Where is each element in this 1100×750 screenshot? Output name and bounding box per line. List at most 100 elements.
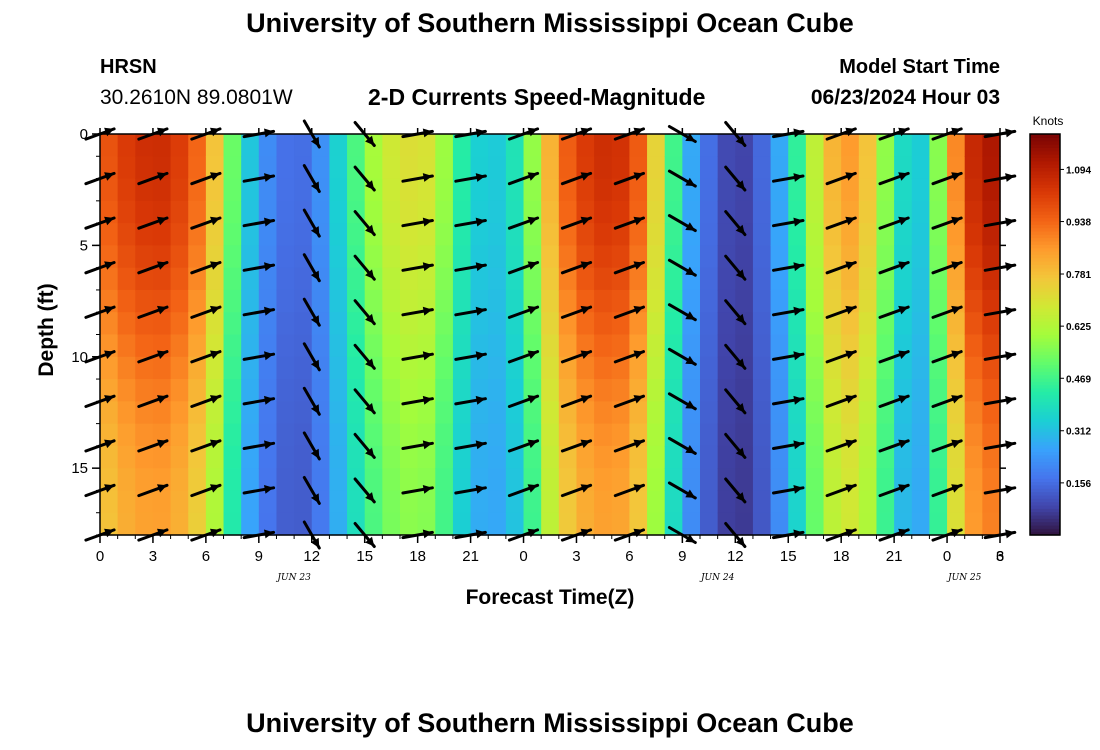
heatmap-cell [223,245,242,269]
heatmap-cell [170,267,189,291]
arrow-head [793,306,803,316]
arrow-head [685,400,696,409]
heatmap-cell [452,401,472,425]
arrow-head [104,395,115,404]
colorbar-segment [1030,197,1060,202]
heatmap-cell [858,401,878,425]
colorbar-segment [1030,438,1060,443]
station-name: HRSN [100,56,157,78]
heatmap-cell [752,401,772,425]
current-arrow [507,394,540,408]
arrow-head [422,306,433,316]
arrow-head [475,529,486,539]
heatmap-cell [223,401,242,425]
heatmap-cell [858,178,878,202]
heatmap-cell [258,134,278,157]
heatmap-cell [117,223,136,246]
current-arrow [454,395,487,406]
heatmap-cell [823,468,842,492]
current-arrow [454,217,487,228]
heatmap-cell [470,312,489,336]
heatmap-cell [823,156,842,180]
heatmap-cell [858,289,878,313]
colorbar-segment [1030,180,1060,185]
colorbar-segment [1030,394,1060,399]
heatmap-cell [594,223,613,246]
heatmap-cell [205,356,225,380]
heatmap-cell [505,379,525,402]
heatmap-cell [382,200,401,224]
heatmap-cell [752,156,772,180]
current-arrow [560,439,593,453]
heatmap-cell [488,423,507,447]
heatmap-cell [788,267,807,291]
arrow-head [1005,128,1015,138]
heatmap-cell [205,134,225,157]
heatmap-cell [858,134,878,157]
heatmap-cell [894,356,913,380]
current-arrow [878,394,910,408]
heatmap-cell [347,223,366,246]
heatmap-cell [594,356,613,380]
heatmap-cell [805,468,825,492]
heatmap-cell [258,356,278,380]
colorbar-segment [1030,247,1060,252]
heatmap-cell [752,289,772,313]
arrow-head [365,313,375,324]
arrow-head [157,350,167,359]
current-arrow [507,216,540,230]
y-tick-label: 10 [71,349,88,366]
heatmap-cell [805,334,825,358]
heatmap-cell [329,289,348,313]
colorbar-segment [1030,361,1060,366]
colorbar-segment [1030,134,1060,138]
current-arrow [454,440,487,450]
heatmap-cell [258,334,278,358]
heatmap-cell [752,200,772,224]
arrow-head [527,484,538,493]
colorbar-segment [1030,364,1060,369]
heatmap-cell [682,423,701,447]
heatmap-cell [329,334,348,358]
heatmap-cell [417,356,436,380]
colorbar: 0.156 0.312 0.469 0.625 0.781 0.938 1.094 [1029,133,1091,536]
heatmap-cell [400,223,419,246]
colorbar-segment [1030,484,1060,489]
arrow-head [422,173,433,182]
heatmap-cell [241,245,260,269]
arrow-head [264,351,274,361]
heatmap-cell [788,312,807,336]
heatmap-cell [929,156,948,180]
heatmap-cell [135,423,154,447]
heatmap-cell [470,245,489,269]
colorbar-segment [1030,401,1060,406]
arrow-head [735,224,745,235]
colorbar-tick-label: 1.094 [1066,165,1091,176]
current-arrow [242,217,276,228]
heatmap-cell [470,289,489,313]
heatmap-cell [311,156,331,180]
heatmap-cell [382,445,401,469]
heatmap-cell [329,267,348,291]
arrow-head [951,395,962,404]
arrow-head [157,484,167,493]
colorbar-segment [1030,164,1060,169]
heatmap-cell [629,490,648,514]
current-arrow [401,351,434,361]
current-arrow [190,350,222,364]
current-arrow [560,305,593,319]
heatmap-cell [805,289,825,313]
heatmap-cell [541,134,560,157]
heatmap-cell [717,267,736,291]
heatmap-cell [841,312,860,336]
colorbar-segment [1030,177,1060,182]
colorbar-frame [1029,133,1061,536]
heatmap-cell [505,334,525,358]
heatmap-cell [788,423,807,447]
current-arrow [353,388,376,415]
current-arrow [772,395,805,406]
heatmap-cell [805,356,825,380]
heatmap-cell [258,512,278,536]
heatmap-cell [647,334,666,358]
colorbar-segment [1030,474,1060,479]
